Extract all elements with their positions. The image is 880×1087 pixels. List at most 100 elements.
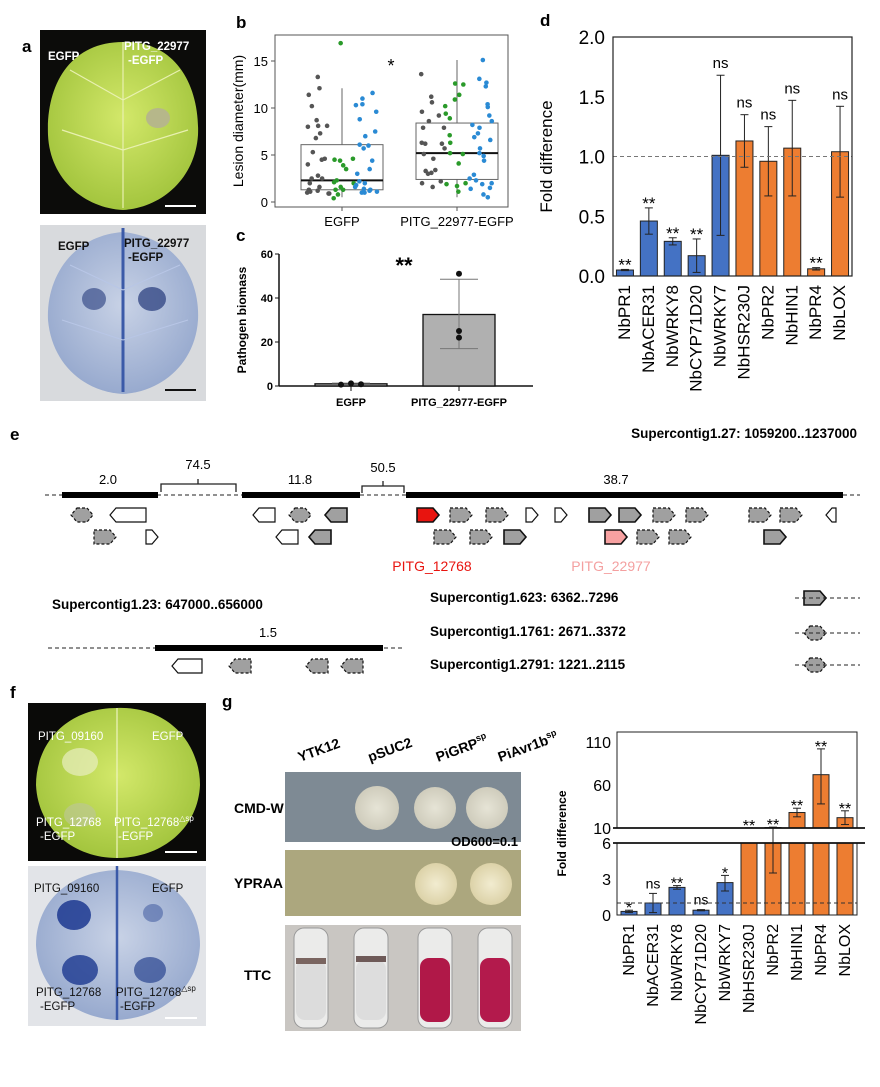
- data-point: [315, 173, 321, 178]
- data-point: [331, 179, 337, 185]
- data-point: [481, 158, 487, 163]
- gene-label-pink: PITG_22977: [571, 558, 651, 574]
- gene-arrow: [685, 507, 709, 523]
- y-tick-label: 40: [261, 293, 273, 305]
- y-tick-label: 20: [261, 337, 273, 349]
- data-point: [442, 103, 448, 109]
- data-point: [477, 125, 482, 131]
- photo-label-pitg: PITG_22977: [124, 238, 189, 250]
- x-tick-label: EGFP: [336, 397, 366, 409]
- panel-label-b: b: [236, 13, 246, 32]
- data-point: [370, 90, 375, 96]
- y-tick-label: 15: [254, 54, 268, 69]
- panel-label-a: a: [22, 37, 32, 56]
- tube: [353, 927, 389, 1029]
- significance-label: ns: [784, 80, 800, 97]
- gene-arrow: [779, 507, 803, 523]
- gene-arrow: [588, 507, 613, 523]
- data-point: [361, 146, 366, 151]
- y-tick-label: 1.0: [579, 148, 605, 169]
- data-point: [305, 162, 311, 167]
- row-label-cmdw: CMD-W: [234, 800, 285, 816]
- significance-label: ns: [737, 95, 753, 112]
- data-point: [319, 157, 325, 162]
- data-point: [489, 180, 494, 186]
- y-tick-label: 110: [585, 735, 611, 752]
- plot-frame-upper: [616, 731, 858, 828]
- data-point: [460, 151, 466, 157]
- column-label: YTK12: [296, 735, 343, 765]
- data-point: [468, 186, 473, 192]
- fold-difference-barchart-d: ****** **nsnsnsns**ns0.00.51.01.52.0Fold …: [537, 28, 853, 392]
- data-point: [470, 122, 475, 128]
- x-tick-label: PITG_22977-EGFP: [400, 214, 513, 229]
- panel-label-e: e: [10, 425, 19, 444]
- data-point: [483, 84, 489, 89]
- data-point: [367, 166, 372, 172]
- x-tick-label: NbPR4: [806, 285, 825, 340]
- gene-arrow: [636, 529, 660, 545]
- x-tick-label: NbLOX: [837, 924, 854, 977]
- bar: [663, 240, 682, 277]
- data-point: [352, 184, 358, 190]
- significance-label: ns: [832, 86, 848, 103]
- x-tick-label: PITG_22977-EGFP: [411, 397, 507, 409]
- gene-arrow: [668, 529, 692, 545]
- leaf-photo-a-bottom: EGFP PITG_22977 -EGFP: [40, 225, 206, 401]
- bar: [740, 842, 758, 916]
- gene-arrow: [803, 590, 828, 606]
- leaf-photo-a-top: EGFP PITG_22977 -EGFP: [40, 30, 206, 214]
- data-point: [477, 76, 482, 82]
- leaf-photo-f-top: PITG_09160 EGFP PITG_12768 -EGFP PITG_12…: [28, 703, 206, 861]
- data-point: [463, 180, 468, 186]
- data-point: [426, 118, 432, 124]
- significance-label: ns: [760, 107, 776, 124]
- data-point: [438, 179, 444, 184]
- data-point: [421, 151, 427, 157]
- data-point: [357, 116, 363, 122]
- data-point: [324, 123, 330, 129]
- plot-frame-lower: [616, 843, 858, 916]
- distance-label: 11.8: [288, 472, 312, 487]
- data-point: [429, 100, 435, 105]
- gene-arrow: [323, 507, 348, 523]
- significance-label: ns: [646, 875, 661, 891]
- data-point: [473, 178, 479, 183]
- gene-arrow: [252, 507, 276, 523]
- gene-arrow: [525, 507, 539, 523]
- data-point: [333, 187, 338, 193]
- x-tick-label: EGFP: [324, 214, 359, 229]
- photo-label: PITG_12768: [36, 817, 101, 829]
- significance-label: **: [666, 224, 680, 243]
- data-point: [456, 270, 462, 277]
- lesion-diameter-boxplot: 0 5 10 15 Lesion diameter(mm) EGFP PITG_22977-…: [230, 34, 514, 229]
- x-tick-label: NbPR2: [758, 285, 777, 340]
- y-tick-label: 10: [254, 101, 268, 116]
- data-point: [487, 137, 493, 143]
- significance-label: **: [767, 817, 779, 834]
- data-point: [485, 195, 491, 200]
- panel-label-c: c: [236, 226, 245, 245]
- data-point: [456, 92, 462, 98]
- gap-bracket: [160, 479, 237, 492]
- y-tick-label: 60: [593, 778, 611, 795]
- gap-bracket: [361, 481, 405, 493]
- data-point: [481, 192, 486, 197]
- gene-arrow: [307, 529, 332, 545]
- contig-label: Supercontig1.623: 6362..7296: [430, 590, 619, 605]
- significance-label: **: [642, 194, 656, 213]
- gene-arrow: [469, 529, 493, 545]
- data-point: [447, 132, 452, 138]
- data-point: [452, 97, 458, 102]
- data-point: [477, 150, 482, 156]
- significance-label: *: [626, 900, 632, 917]
- data-point: [441, 125, 447, 131]
- data-point: [430, 184, 435, 190]
- gene-label-red: PITG_12768: [392, 558, 472, 574]
- gap-label: 74.5: [185, 457, 210, 472]
- data-point: [354, 171, 360, 177]
- contig-label: Supercontig1.23: 647000..656000: [52, 597, 263, 612]
- bar: [788, 842, 806, 916]
- y-tick-label: 3: [602, 872, 611, 889]
- gap-label: 50.5: [370, 460, 395, 475]
